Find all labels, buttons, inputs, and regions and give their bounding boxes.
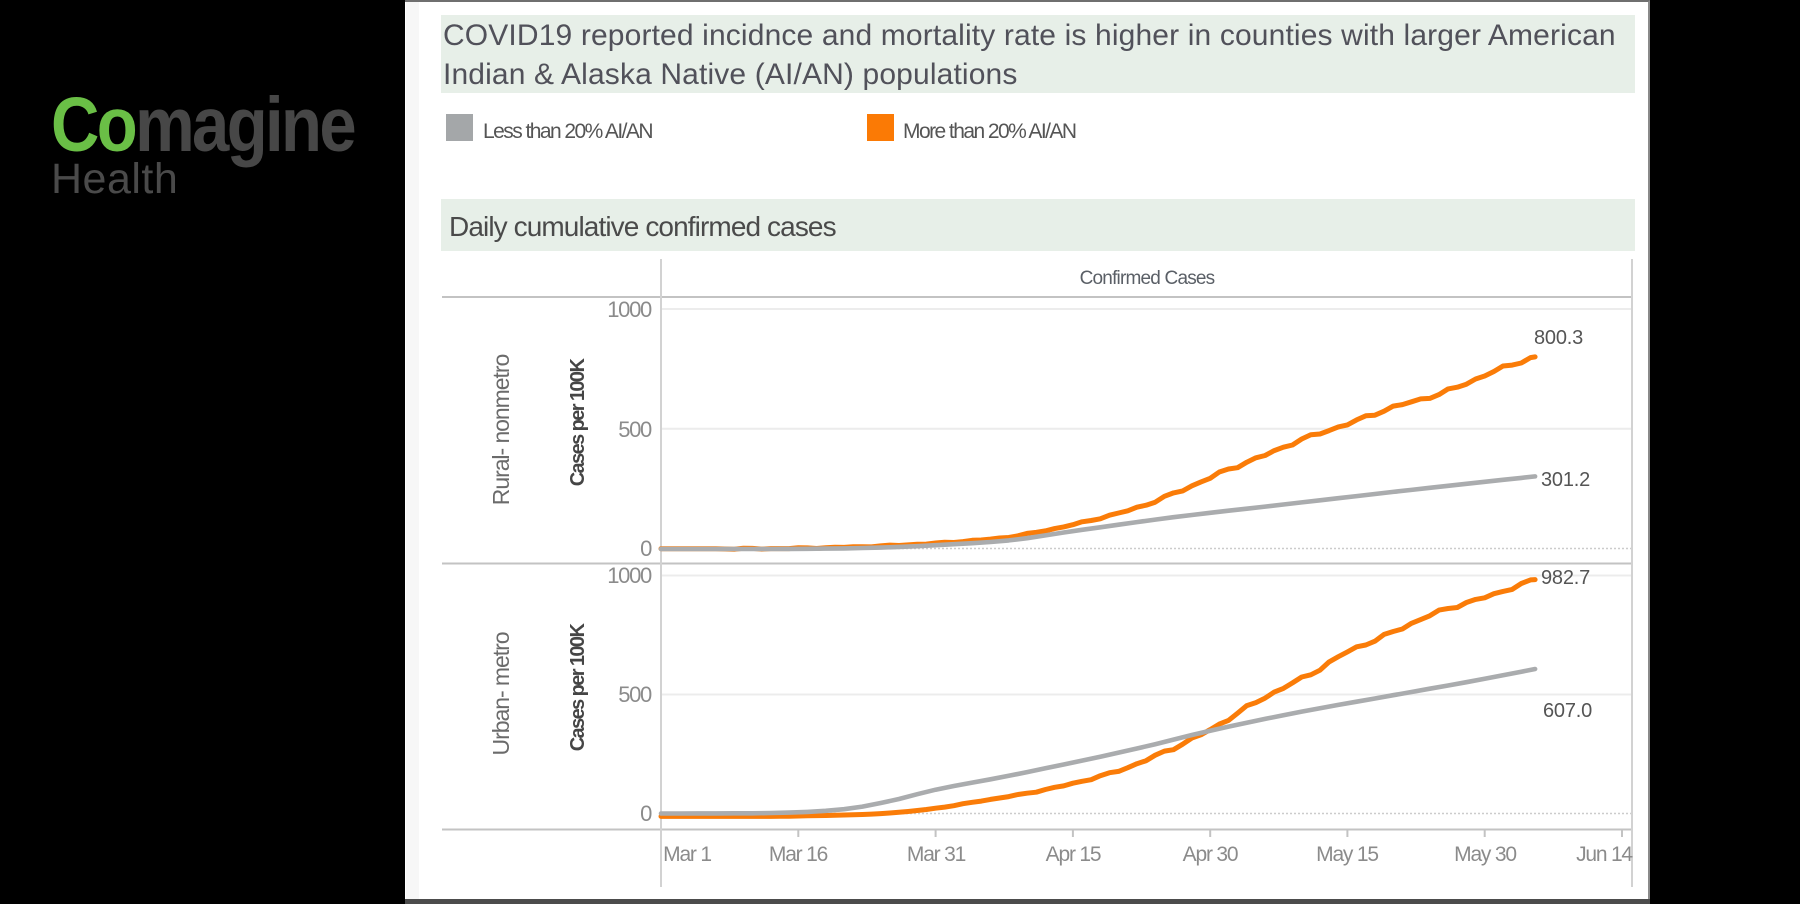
svg-text:Rural- nonmetro: Rural- nonmetro (488, 355, 514, 506)
svg-text:607.0: 607.0 (1543, 700, 1592, 722)
svg-text:Apr 30: Apr 30 (1183, 843, 1238, 866)
svg-text:0: 0 (640, 536, 652, 561)
svg-text:1000: 1000 (607, 297, 652, 322)
svg-text:1000: 1000 (607, 563, 652, 588)
svg-text:500: 500 (618, 417, 652, 442)
svg-text:May 30: May 30 (1454, 843, 1516, 866)
svg-text:Cases per 100K: Cases per 100K (567, 358, 589, 487)
svg-text:Jun 14: Jun 14 (1576, 843, 1633, 866)
svg-text:982.7: 982.7 (1541, 567, 1590, 589)
svg-text:500: 500 (618, 682, 652, 707)
svg-text:May 15: May 15 (1316, 843, 1378, 866)
svg-text:Confirmed Cases: Confirmed Cases (1080, 268, 1215, 289)
svg-text:Mar 16: Mar 16 (769, 843, 828, 866)
svg-text:301.2: 301.2 (1541, 469, 1590, 491)
svg-text:Urban- metro: Urban- metro (488, 632, 514, 755)
svg-text:Cases per 100K: Cases per 100K (567, 623, 589, 752)
svg-text:800.3: 800.3 (1534, 327, 1583, 349)
svg-text:Apr 15: Apr 15 (1046, 843, 1101, 866)
svg-text:0: 0 (640, 801, 652, 826)
svg-text:Mar 31: Mar 31 (907, 843, 966, 866)
svg-text:Mar 1: Mar 1 (663, 843, 711, 866)
